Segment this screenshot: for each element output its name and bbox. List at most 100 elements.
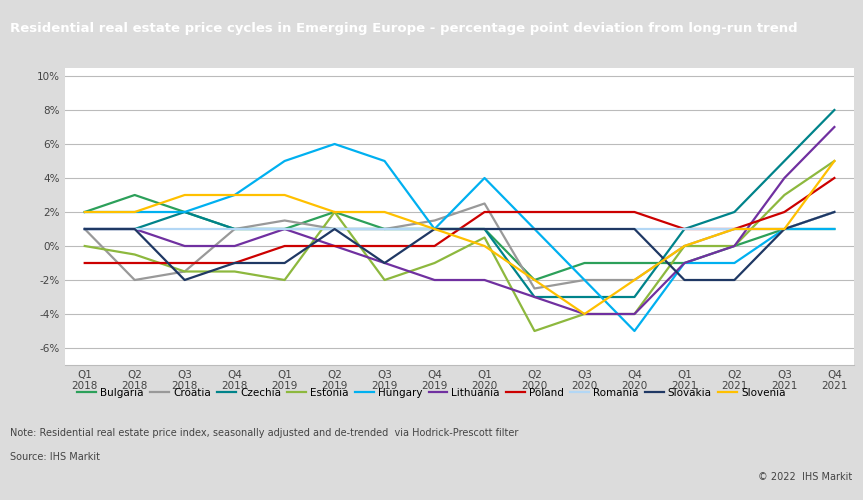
- Czechia: [380, 226, 390, 232]
- Romania: [779, 226, 790, 232]
- Slovakia: [829, 209, 840, 215]
- Croatia: [129, 277, 140, 283]
- Czechia: [280, 226, 290, 232]
- Bulgaria: [579, 260, 589, 266]
- Czechia: [629, 294, 639, 300]
- Slovakia: [280, 260, 290, 266]
- Bulgaria: [129, 192, 140, 198]
- Poland: [679, 226, 690, 232]
- Czechia: [129, 226, 140, 232]
- Bulgaria: [180, 209, 190, 215]
- Romania: [529, 226, 539, 232]
- Czechia: [79, 226, 90, 232]
- Estonia: [380, 277, 390, 283]
- Croatia: [629, 277, 639, 283]
- Bulgaria: [779, 226, 790, 232]
- Bulgaria: [430, 226, 440, 232]
- Text: Residential real estate price cycles in Emerging Europe - percentage point devia: Residential real estate price cycles in …: [10, 22, 798, 35]
- Line: Croatia: Croatia: [85, 204, 835, 288]
- Bulgaria: [280, 226, 290, 232]
- Lithuania: [529, 294, 539, 300]
- Slovenia: [629, 277, 639, 283]
- Romania: [430, 226, 440, 232]
- Croatia: [729, 226, 740, 232]
- Lithuania: [330, 243, 340, 249]
- Czechia: [430, 226, 440, 232]
- Poland: [779, 209, 790, 215]
- Line: Slovakia: Slovakia: [85, 212, 835, 280]
- Hungary: [430, 226, 440, 232]
- Croatia: [280, 218, 290, 224]
- Croatia: [579, 277, 589, 283]
- Slovenia: [230, 192, 240, 198]
- Romania: [79, 226, 90, 232]
- Romania: [380, 226, 390, 232]
- Croatia: [679, 243, 690, 249]
- Bulgaria: [829, 226, 840, 232]
- Romania: [330, 226, 340, 232]
- Slovakia: [430, 226, 440, 232]
- Slovenia: [380, 209, 390, 215]
- Line: Poland: Poland: [85, 178, 835, 263]
- Estonia: [729, 243, 740, 249]
- Bulgaria: [380, 226, 390, 232]
- Romania: [479, 226, 489, 232]
- Line: Czechia: Czechia: [85, 110, 835, 297]
- Slovakia: [180, 277, 190, 283]
- Poland: [280, 243, 290, 249]
- Hungary: [79, 209, 90, 215]
- Poland: [79, 260, 90, 266]
- Hungary: [330, 141, 340, 147]
- Slovenia: [829, 158, 840, 164]
- Croatia: [430, 218, 440, 224]
- Poland: [129, 260, 140, 266]
- Slovenia: [579, 311, 589, 317]
- Romania: [280, 226, 290, 232]
- Hungary: [479, 175, 489, 181]
- Estonia: [180, 268, 190, 274]
- Line: Hungary: Hungary: [85, 144, 835, 331]
- Slovenia: [180, 192, 190, 198]
- Text: Source: IHS Markit: Source: IHS Markit: [10, 452, 100, 462]
- Czechia: [579, 294, 589, 300]
- Slovakia: [779, 226, 790, 232]
- Hungary: [129, 209, 140, 215]
- Slovakia: [529, 226, 539, 232]
- Slovakia: [629, 226, 639, 232]
- Hungary: [579, 277, 589, 283]
- Estonia: [679, 243, 690, 249]
- Lithuania: [280, 226, 290, 232]
- Poland: [430, 243, 440, 249]
- Poland: [829, 175, 840, 181]
- Estonia: [529, 328, 539, 334]
- Lithuania: [230, 243, 240, 249]
- Slovakia: [579, 226, 589, 232]
- Estonia: [430, 260, 440, 266]
- Lithuania: [479, 277, 489, 283]
- Line: Bulgaria: Bulgaria: [85, 195, 835, 280]
- Czechia: [829, 107, 840, 113]
- Czechia: [180, 209, 190, 215]
- Slovakia: [380, 260, 390, 266]
- Lithuania: [579, 311, 589, 317]
- Slovakia: [230, 260, 240, 266]
- Romania: [729, 226, 740, 232]
- Slovenia: [430, 226, 440, 232]
- Slovenia: [679, 243, 690, 249]
- Lithuania: [679, 260, 690, 266]
- Lithuania: [779, 175, 790, 181]
- Estonia: [79, 243, 90, 249]
- Croatia: [529, 286, 539, 292]
- Hungary: [380, 158, 390, 164]
- Romania: [579, 226, 589, 232]
- Lithuania: [629, 311, 639, 317]
- Czechia: [479, 226, 489, 232]
- Romania: [629, 226, 639, 232]
- Poland: [529, 209, 539, 215]
- Hungary: [230, 192, 240, 198]
- Slovakia: [129, 226, 140, 232]
- Hungary: [629, 328, 639, 334]
- Hungary: [180, 209, 190, 215]
- Slovenia: [330, 209, 340, 215]
- Hungary: [280, 158, 290, 164]
